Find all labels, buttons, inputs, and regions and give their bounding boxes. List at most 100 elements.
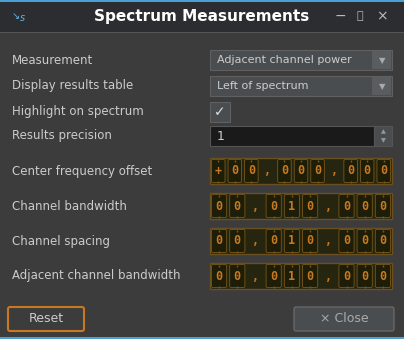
FancyBboxPatch shape: [339, 264, 354, 287]
Text: Spectrum Measurements: Spectrum Measurements: [95, 8, 309, 23]
FancyBboxPatch shape: [294, 160, 308, 182]
Text: Center frequency offset: Center frequency offset: [12, 164, 152, 178]
FancyBboxPatch shape: [374, 126, 392, 146]
Text: ,: ,: [252, 199, 259, 213]
Text: 0: 0: [361, 235, 368, 247]
Text: 1: 1: [288, 235, 295, 247]
FancyBboxPatch shape: [339, 195, 354, 218]
FancyBboxPatch shape: [212, 195, 227, 218]
Text: 0: 0: [234, 235, 241, 247]
FancyBboxPatch shape: [0, 0, 404, 32]
FancyBboxPatch shape: [212, 160, 225, 182]
Text: 0: 0: [361, 270, 368, 282]
Text: 0: 0: [270, 270, 277, 282]
FancyBboxPatch shape: [375, 195, 391, 218]
FancyBboxPatch shape: [360, 160, 374, 182]
FancyBboxPatch shape: [230, 230, 245, 253]
FancyBboxPatch shape: [0, 32, 404, 33]
Text: 1: 1: [217, 129, 225, 142]
Text: ▼: ▼: [379, 82, 385, 91]
FancyBboxPatch shape: [212, 264, 227, 287]
FancyBboxPatch shape: [210, 126, 374, 146]
Text: 0: 0: [379, 199, 387, 213]
FancyBboxPatch shape: [8, 307, 84, 331]
FancyBboxPatch shape: [244, 160, 258, 182]
Text: Reset: Reset: [28, 313, 63, 325]
FancyBboxPatch shape: [266, 230, 281, 253]
Text: Measurement: Measurement: [12, 54, 93, 66]
Text: 0: 0: [307, 235, 314, 247]
FancyBboxPatch shape: [357, 195, 372, 218]
Text: Highlight on spectrum: Highlight on spectrum: [12, 105, 144, 119]
FancyBboxPatch shape: [210, 76, 392, 96]
FancyBboxPatch shape: [339, 230, 354, 253]
Text: ,: ,: [264, 164, 271, 178]
FancyBboxPatch shape: [311, 160, 324, 182]
Text: ✓: ✓: [214, 105, 226, 119]
Text: 0: 0: [380, 164, 387, 178]
Text: ▼: ▼: [379, 56, 385, 65]
FancyBboxPatch shape: [230, 195, 245, 218]
FancyBboxPatch shape: [303, 230, 318, 253]
FancyBboxPatch shape: [210, 228, 392, 254]
FancyBboxPatch shape: [210, 193, 392, 219]
FancyBboxPatch shape: [228, 160, 242, 182]
Text: Display results table: Display results table: [12, 80, 133, 93]
Text: 0: 0: [343, 199, 350, 213]
Text: ,: ,: [325, 235, 332, 247]
Text: 0: 0: [234, 199, 241, 213]
Text: Left of spectrum: Left of spectrum: [217, 81, 309, 91]
FancyBboxPatch shape: [0, 337, 404, 339]
Text: Channel bandwidth: Channel bandwidth: [12, 199, 127, 213]
FancyBboxPatch shape: [357, 230, 372, 253]
FancyBboxPatch shape: [212, 230, 227, 253]
Text: 0: 0: [314, 164, 321, 178]
Text: 0: 0: [231, 164, 238, 178]
Text: Channel spacing: Channel spacing: [12, 235, 110, 247]
Text: 0: 0: [216, 199, 223, 213]
Text: ,: ,: [252, 270, 259, 282]
FancyBboxPatch shape: [210, 50, 392, 70]
Text: ,: ,: [330, 164, 338, 178]
Text: 0: 0: [343, 235, 350, 247]
Text: × Close: × Close: [320, 313, 368, 325]
FancyBboxPatch shape: [0, 0, 404, 2]
Text: 0: 0: [379, 235, 387, 247]
Text: ▲: ▲: [381, 129, 385, 134]
Text: 0: 0: [307, 270, 314, 282]
Text: Adjacent channel power: Adjacent channel power: [217, 55, 352, 65]
FancyBboxPatch shape: [294, 307, 394, 331]
FancyBboxPatch shape: [284, 264, 299, 287]
Text: 0: 0: [347, 164, 354, 178]
FancyBboxPatch shape: [284, 195, 299, 218]
FancyBboxPatch shape: [344, 160, 358, 182]
Text: 1: 1: [288, 199, 295, 213]
FancyBboxPatch shape: [278, 160, 291, 182]
Text: ×: ×: [376, 9, 388, 23]
FancyBboxPatch shape: [210, 263, 392, 289]
Text: 0: 0: [379, 270, 387, 282]
FancyBboxPatch shape: [377, 160, 391, 182]
Text: ,: ,: [325, 199, 332, 213]
FancyBboxPatch shape: [210, 102, 230, 122]
FancyBboxPatch shape: [303, 264, 318, 287]
FancyBboxPatch shape: [357, 264, 372, 287]
Text: ,: ,: [252, 235, 259, 247]
Text: Results precision: Results precision: [12, 129, 112, 142]
FancyBboxPatch shape: [303, 195, 318, 218]
Text: ↘: ↘: [12, 11, 20, 21]
Text: 0: 0: [248, 164, 255, 178]
Text: 0: 0: [281, 164, 288, 178]
FancyBboxPatch shape: [266, 195, 281, 218]
Text: +: +: [215, 164, 222, 178]
Text: 0: 0: [361, 199, 368, 213]
Text: 0: 0: [343, 270, 350, 282]
FancyBboxPatch shape: [372, 51, 391, 69]
FancyBboxPatch shape: [0, 33, 404, 339]
Text: 0: 0: [216, 235, 223, 247]
Text: 0: 0: [364, 164, 371, 178]
Text: 1: 1: [288, 270, 295, 282]
Text: 0: 0: [270, 235, 277, 247]
Text: ,: ,: [325, 270, 332, 282]
Text: −: −: [334, 9, 346, 23]
